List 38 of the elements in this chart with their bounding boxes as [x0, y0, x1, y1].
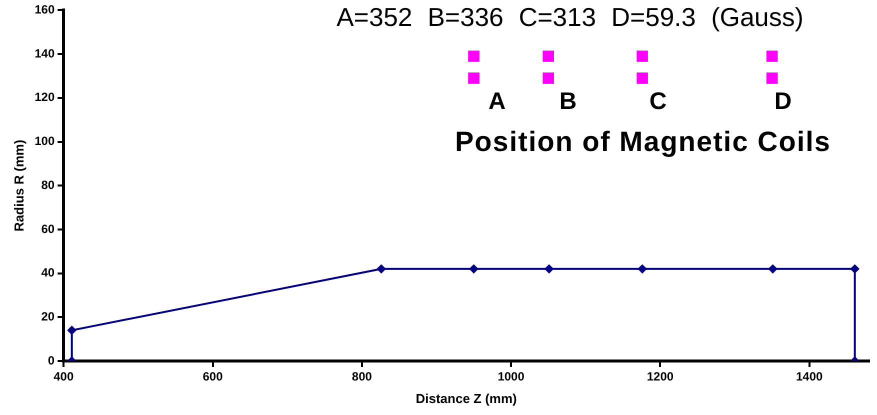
y-tick-label: 40: [41, 266, 55, 280]
annotation: C: [649, 88, 667, 116]
x-tick-label: 1400: [796, 370, 824, 384]
y-tick-label: 120: [34, 90, 55, 104]
point: [766, 72, 778, 84]
point: [67, 326, 76, 335]
point: [542, 50, 554, 62]
y-axis-title: Radius R (mm): [11, 140, 26, 232]
annotation: A=352 B=336 C=313 D=59.3 (Gauss): [336, 2, 804, 33]
point: [850, 264, 860, 274]
point: [768, 264, 778, 274]
annotation: B: [559, 88, 577, 116]
x-tick-label: 800: [352, 370, 372, 384]
annotation: D: [774, 88, 792, 116]
x-tick-label: 1000: [498, 370, 525, 384]
point: [544, 264, 554, 274]
point: [376, 264, 386, 274]
y-tick-label: 160: [34, 2, 55, 17]
annotation: Position of Magnetic Coils: [454, 126, 832, 158]
point: [638, 264, 647, 274]
y-tick-label: 100: [34, 134, 55, 148]
point: [636, 72, 648, 84]
point: [468, 50, 480, 62]
point: [542, 72, 554, 84]
point: [766, 50, 778, 62]
annotation: A: [488, 88, 506, 116]
y-tick-label: 80: [41, 178, 55, 192]
point: [636, 50, 648, 62]
point: [469, 264, 478, 274]
x-tick-label: 400: [54, 370, 74, 384]
x-axis-title: Distance Z (mm): [416, 390, 517, 406]
y-tick-label: 0: [48, 353, 55, 368]
x-tick-label: 600: [202, 370, 224, 384]
x-tick-label: 1200: [646, 370, 674, 384]
y-tick-label: 20: [41, 309, 55, 324]
y-tick-label: 60: [41, 222, 55, 236]
point: [468, 72, 480, 84]
y-tick-label: 140: [34, 46, 55, 60]
